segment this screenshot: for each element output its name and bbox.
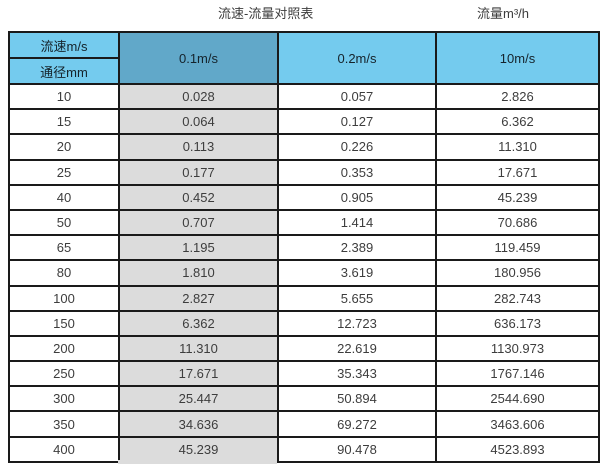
table-row: 150 6.362 12.723 636.173 — [8, 309, 600, 337]
value-cell: 2.827 — [118, 284, 279, 312]
value-cell: 35.343 — [277, 360, 437, 388]
value-cell: 6.362 — [118, 309, 279, 337]
value-cell: 0.057 — [277, 82, 437, 111]
value-cell: 12.723 — [277, 309, 437, 337]
value-cell: 2.826 — [435, 82, 600, 111]
table-row: 20 0.113 0.226 11.310 — [8, 133, 600, 161]
diameter-cell: 15 — [8, 108, 120, 136]
value-cell: 0.177 — [118, 158, 279, 186]
diameter-cell: 150 — [8, 309, 120, 337]
corner-velocity-label: 流速m/s — [8, 31, 120, 59]
value-cell: 11.310 — [435, 133, 600, 161]
value-cell: 34.636 — [118, 410, 279, 438]
table-row: 25 0.177 0.353 17.671 — [8, 158, 600, 186]
diameter-cell: 300 — [8, 385, 120, 413]
page-title: 流速-流量对照表 — [218, 6, 314, 21]
diameter-cell: 350 — [8, 410, 120, 438]
value-cell: 90.478 — [277, 435, 437, 463]
table-row: 15 0.064 0.127 6.362 — [8, 108, 600, 136]
value-cell: 2.389 — [277, 234, 437, 262]
value-cell: 25.447 — [118, 385, 279, 413]
diameter-cell: 50 — [8, 208, 120, 237]
table-body: 10 0.028 0.057 2.826 15 0.064 0.127 6.362 20 0.11… — [8, 82, 600, 463]
value-cell: 282.743 — [435, 284, 600, 312]
value-cell: 0.028 — [118, 82, 279, 111]
value-cell: 1767.146 — [435, 360, 600, 388]
table-row: 100 2.827 5.655 282.743 — [8, 284, 600, 312]
value-cell: 2544.690 — [435, 385, 600, 413]
diameter-cell: 20 — [8, 133, 120, 161]
value-cell: 0.905 — [277, 183, 437, 211]
highlight-column-overhang — [118, 460, 277, 464]
value-cell: 6.362 — [435, 108, 600, 136]
column-header-0-1ms: 0.1m/s — [118, 31, 279, 85]
value-cell: 0.353 — [277, 158, 437, 186]
table-row: 250 17.671 35.343 1767.146 — [8, 360, 600, 388]
table-row: 40 0.452 0.905 45.239 — [8, 183, 600, 211]
column-header-0-2ms: 0.2m/s — [277, 31, 437, 85]
column-header-10ms: 10m/s — [435, 31, 600, 85]
value-cell: 5.655 — [277, 284, 437, 312]
value-cell: 636.173 — [435, 309, 600, 337]
value-cell: 1.810 — [118, 259, 279, 287]
header-row-top: 流速m/s 0.1m/s 0.2m/s 10m/s — [8, 31, 600, 85]
table-row: 50 0.707 1.414 70.686 — [8, 208, 600, 237]
diameter-cell: 100 — [8, 284, 120, 312]
table-row: 65 1.195 2.389 119.459 — [8, 234, 600, 262]
header-row-bottom: 通径mm — [8, 57, 599, 85]
value-cell: 17.671 — [435, 158, 600, 186]
flow-rate-table: 流速m/s 0.1m/s 0.2m/s 10m/s 通径mm 10 0.028 0.… — [8, 31, 600, 463]
value-cell: 22.619 — [277, 334, 437, 363]
flow-unit-label: 流量m³/h — [477, 6, 530, 21]
diameter-cell: 25 — [8, 158, 120, 186]
diameter-cell: 10 — [8, 82, 120, 111]
value-cell: 11.310 — [118, 334, 279, 363]
value-cell: 4523.893 — [435, 435, 600, 463]
table-row: 10 0.028 0.057 2.826 — [8, 82, 600, 111]
diameter-cell: 200 — [8, 334, 120, 363]
value-cell: 3463.606 — [435, 410, 600, 438]
table-row: 400 45.239 90.478 4523.893 — [8, 435, 600, 463]
value-cell: 45.239 — [118, 435, 279, 463]
corner-diameter-label: 通径mm — [8, 57, 120, 85]
value-cell: 3.619 — [277, 259, 437, 287]
value-cell: 0.113 — [118, 133, 279, 161]
value-cell: 0.707 — [118, 208, 279, 237]
table-row: 80 1.810 3.619 180.956 — [8, 259, 600, 287]
table-row: 350 34.636 69.272 3463.606 — [8, 410, 600, 438]
value-cell: 119.459 — [435, 234, 600, 262]
value-cell: 70.686 — [435, 208, 600, 237]
value-cell: 0.064 — [118, 108, 279, 136]
value-cell: 180.956 — [435, 259, 600, 287]
value-cell: 0.127 — [277, 108, 437, 136]
value-cell: 1.414 — [277, 208, 437, 237]
value-cell: 17.671 — [118, 360, 279, 388]
table-row: 200 11.310 22.619 1130.973 — [8, 334, 600, 363]
diameter-cell: 80 — [8, 259, 120, 287]
value-cell: 50.894 — [277, 385, 437, 413]
value-cell: 45.239 — [435, 183, 600, 211]
value-cell: 0.226 — [277, 133, 437, 161]
table-row: 300 25.447 50.894 2544.690 — [8, 385, 600, 413]
value-cell: 1.195 — [118, 234, 279, 262]
value-cell: 69.272 — [277, 410, 437, 438]
table-header: 流速m/s 0.1m/s 0.2m/s 10m/s 通径mm — [8, 31, 600, 85]
value-cell: 1130.973 — [435, 334, 600, 363]
diameter-cell: 65 — [8, 234, 120, 262]
diameter-cell: 250 — [8, 360, 120, 388]
diameter-cell: 40 — [8, 183, 120, 211]
diameter-cell: 400 — [8, 435, 120, 463]
value-cell: 0.452 — [118, 183, 279, 211]
